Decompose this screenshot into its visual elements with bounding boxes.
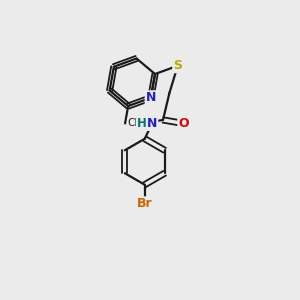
Text: S: S [173, 59, 182, 72]
Text: N: N [147, 117, 157, 130]
Text: O: O [178, 117, 189, 130]
Text: Br: Br [137, 197, 152, 210]
Text: N: N [146, 91, 156, 104]
Text: CH₃: CH₃ [128, 118, 147, 128]
Text: H: H [137, 117, 147, 130]
